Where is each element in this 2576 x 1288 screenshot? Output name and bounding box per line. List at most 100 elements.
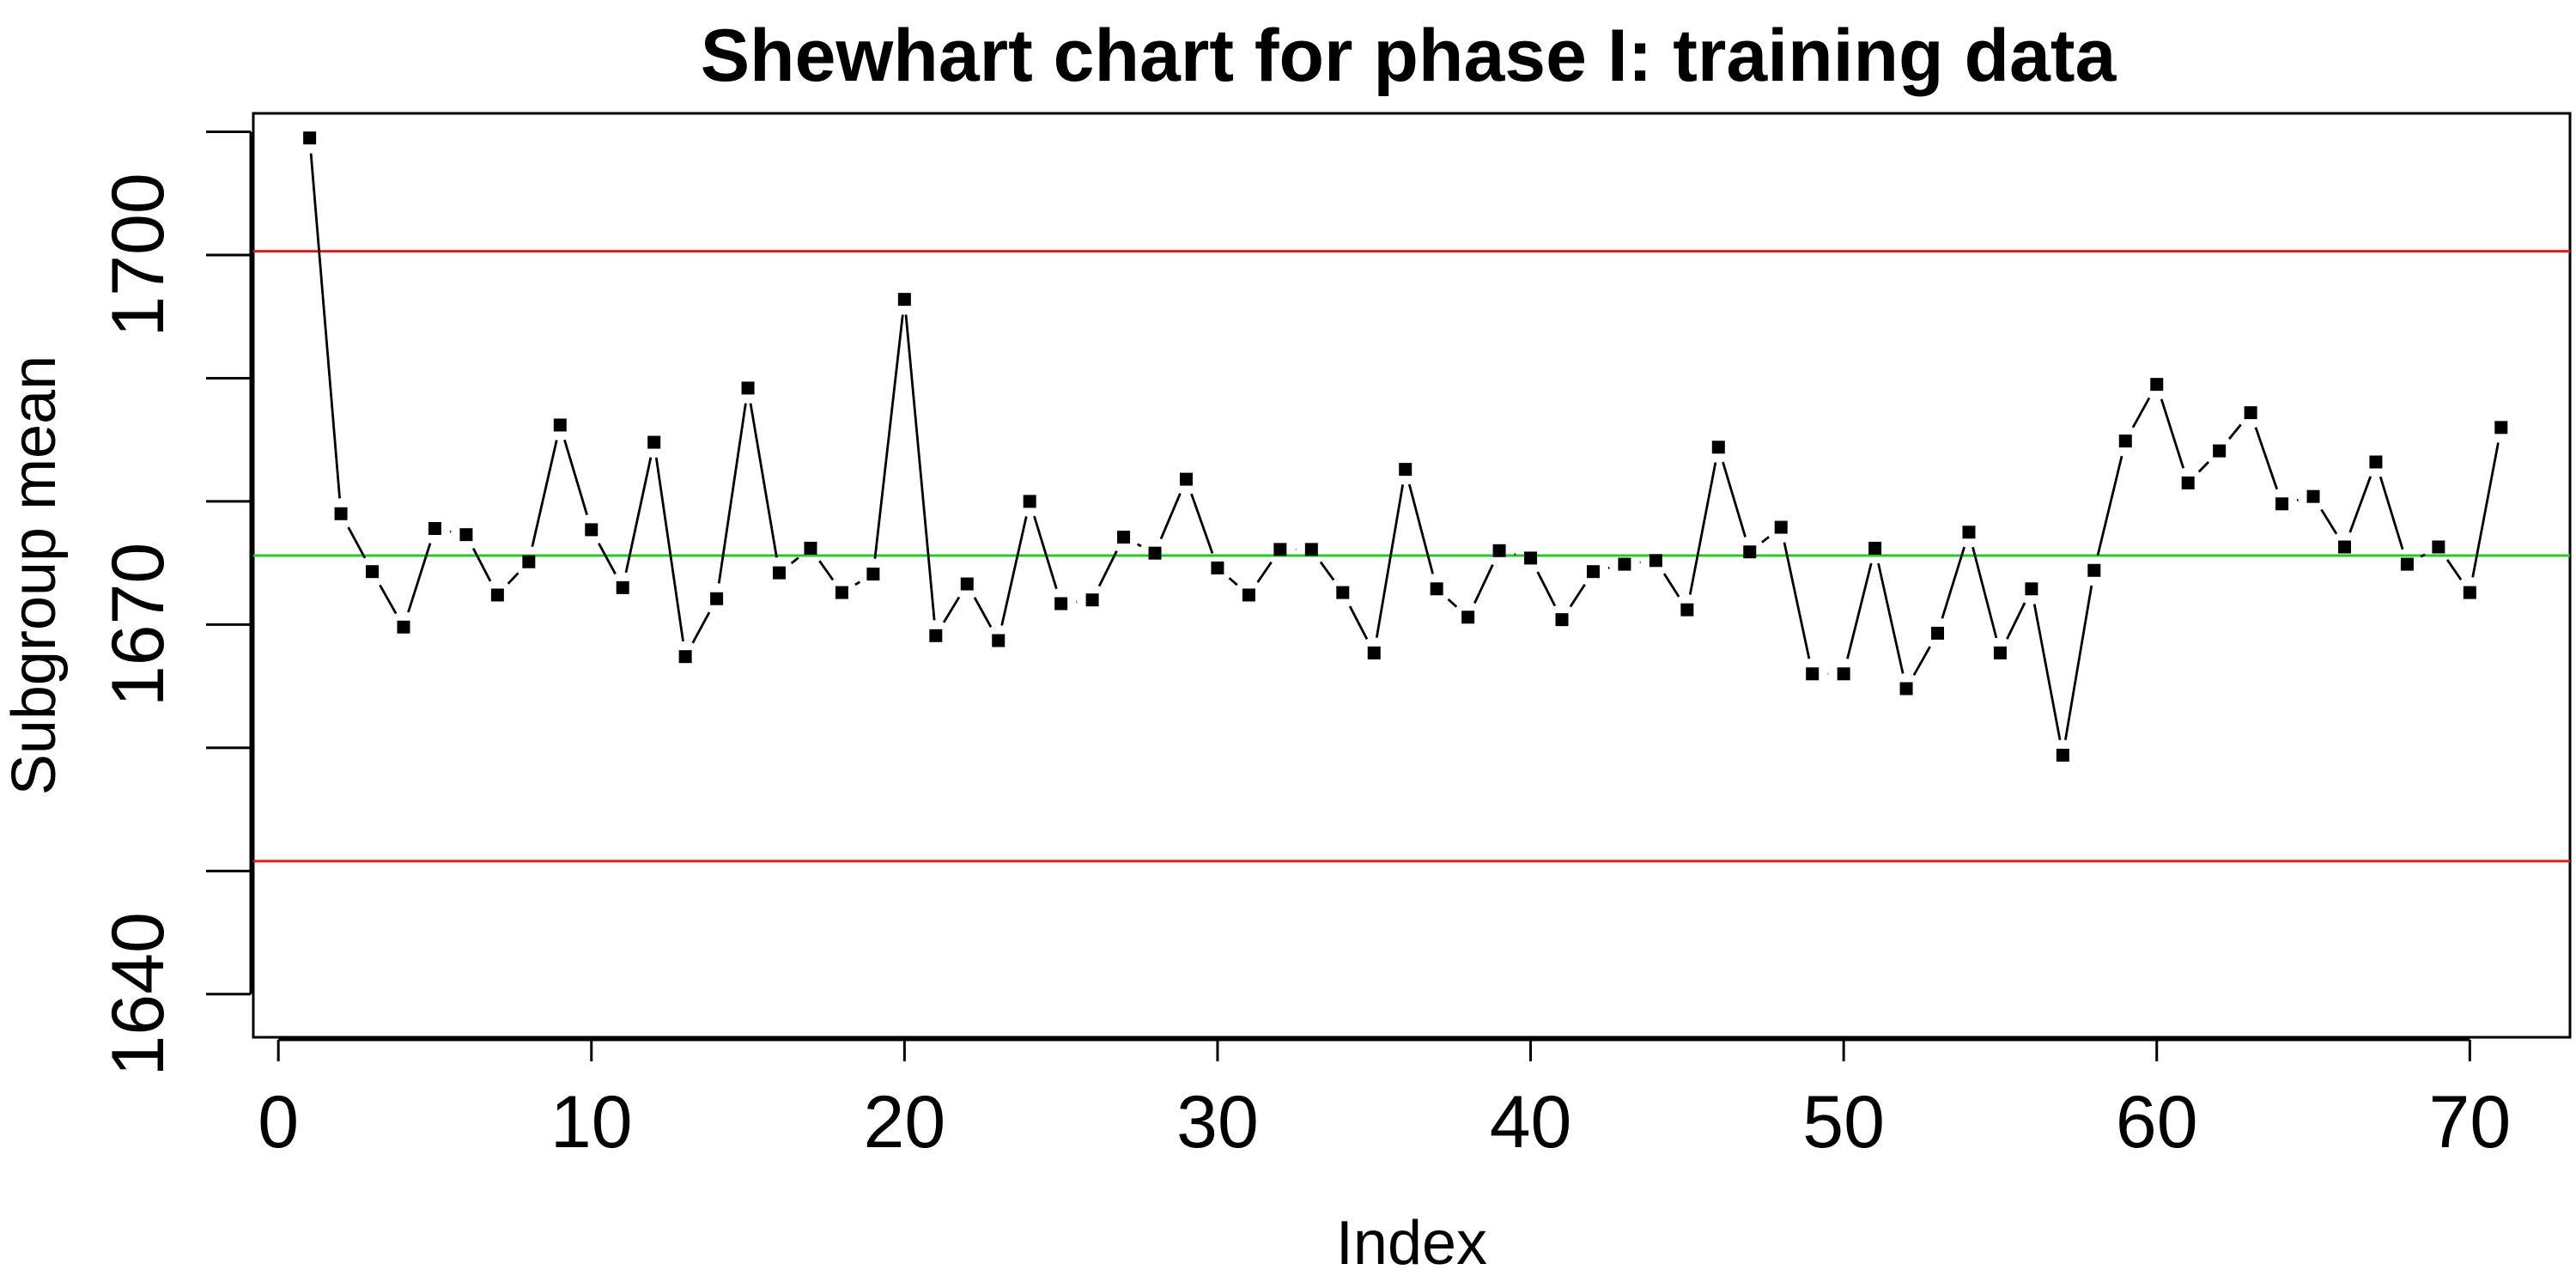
data-point-26 [1085,593,1099,607]
series-layer [309,153,2500,741]
data-point-12 [647,435,661,449]
series-segment [407,543,432,613]
series-segment [471,547,492,582]
series-segment [1473,563,1494,605]
series-segment [873,314,904,559]
data-point-28 [1148,546,1162,560]
data-point-22 [960,577,974,591]
y-tick-label-1670: 1670 [97,543,179,707]
series-segment [854,580,861,586]
x-tick-label-60: 60 [2116,1081,2198,1163]
data-point-38 [1461,611,1475,624]
series-segment [1447,598,1458,608]
series-segment [1722,461,1747,538]
data-point-54 [1962,526,1976,539]
data-point-18 [835,586,848,599]
data-point-71 [2494,421,2508,434]
series-segment [904,314,936,621]
series-segment [1783,542,1811,659]
data-point-66 [2337,540,2351,554]
series-segment [1348,605,1369,641]
y-axis-label: Subgroup mean [0,355,69,795]
data-point-13 [678,650,692,664]
series-segment [717,403,747,584]
x-axis-label: Index [1336,1209,1487,1278]
series-segment [1912,646,1931,677]
data-point-59 [2118,434,2132,448]
data-point-50 [1837,667,1850,681]
data-point-30 [1211,561,1224,574]
data-point-9 [553,418,567,432]
data-point-29 [1179,472,1193,486]
data-point-7 [490,588,504,602]
series-segment [2320,508,2338,535]
data-point-43 [1618,557,1631,571]
series-segment [531,440,558,547]
data-point-61 [2181,476,2195,489]
series-segment [2254,427,2279,490]
data-point-31 [1242,588,1255,602]
series-segment [2471,442,2500,578]
data-point-65 [2306,489,2320,503]
data-point-40 [1524,551,1538,565]
x-tick-label-40: 40 [1490,1081,1572,1163]
data-point-58 [2087,563,2101,577]
series-segment [1877,562,1905,674]
data-point-17 [804,541,817,555]
data-point-14 [710,592,724,605]
series-segment [1000,516,1028,626]
x-tick-label-20: 20 [864,1081,946,1163]
data-point-6 [459,528,473,542]
data-point-41 [1555,613,1569,627]
series-segment [2227,423,2242,440]
x-tick-label-0: 0 [258,1081,299,1163]
data-point-64 [2275,497,2289,511]
data-point-60 [2150,378,2164,392]
series-segment [1319,561,1335,581]
data-point-16 [773,566,787,580]
data-point-23 [992,634,1005,647]
series-segment [1159,493,1182,540]
series-segment [624,457,653,574]
data-point-69 [2432,540,2445,554]
data-point-46 [1711,440,1725,454]
series-segment [1407,483,1434,574]
series-segment [1569,584,1586,608]
series-segment [1688,462,1717,595]
data-point-56 [2025,582,2038,596]
series-segment [1536,571,1557,607]
data-points [303,131,2508,762]
series-segment [1136,543,1142,548]
series-segment [2445,559,2463,581]
data-point-5 [428,521,441,535]
x-axis: 0 10 20 30 40 50 60 70 [258,1038,2511,1163]
series-segment [1846,562,1873,659]
series-segment [563,439,588,516]
data-point-47 [1743,545,1757,559]
x-tick-label-50: 50 [1802,1081,1885,1163]
x-tick-label-70: 70 [2428,1081,2511,1163]
series-segment [2348,476,2372,533]
series-segment [1941,546,1965,619]
data-point-2 [334,507,348,520]
data-point-63 [2244,406,2257,420]
data-point-37 [1430,582,1443,596]
series-segment [1971,546,1998,639]
data-point-70 [2463,586,2476,599]
series-segment [2420,553,2426,558]
data-point-36 [1399,463,1413,477]
series-segment [2197,460,2210,473]
data-point-19 [866,568,880,581]
data-point-62 [2213,444,2227,458]
data-point-20 [897,293,911,307]
x-tick-label-30: 30 [1176,1081,1259,1163]
series-segment [347,526,367,559]
data-point-25 [1054,597,1068,611]
y-tick-label-1700: 1700 [97,173,179,337]
y-axis: 1640 1670 1700 [97,131,252,1076]
x-tick-label-10: 10 [550,1081,633,1163]
data-point-3 [366,565,380,579]
series-segment [942,596,961,623]
plot-frame [252,112,2572,1039]
